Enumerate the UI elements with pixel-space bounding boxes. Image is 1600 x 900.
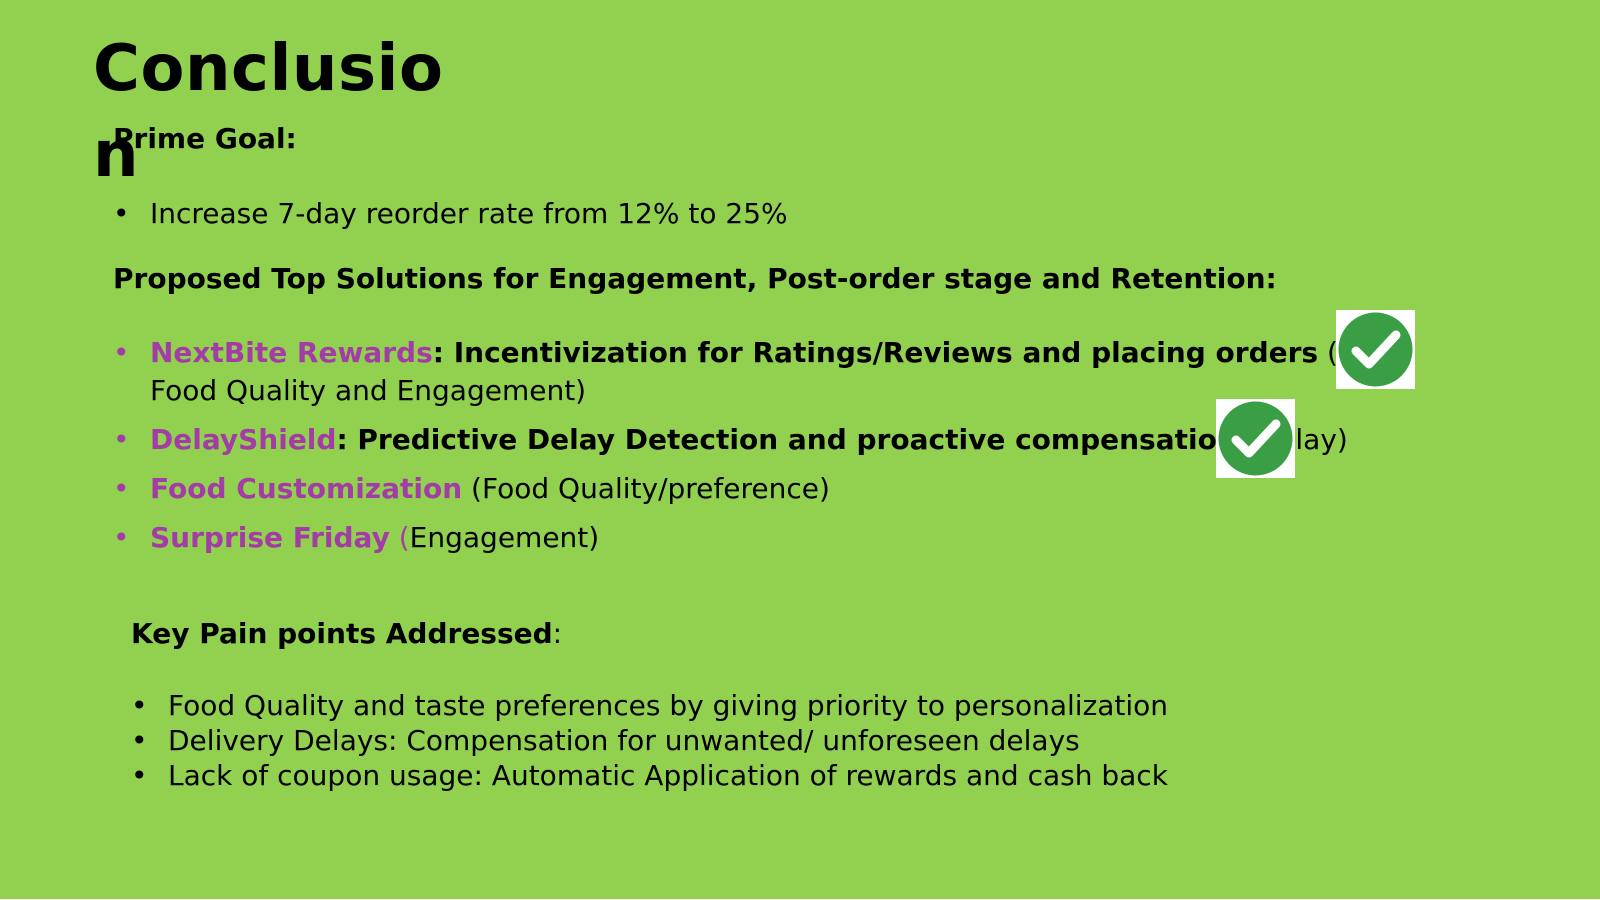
solution-description: : Predictive Delay Detection and proacti… bbox=[336, 423, 1237, 456]
solution-name: DelayShield bbox=[150, 423, 337, 456]
list-item: Lack of coupon usage: Automatic Applicat… bbox=[131, 758, 1331, 793]
solution-item-nextbite-rewards: NextBite Rewards: Incentivization for Ra… bbox=[113, 334, 1373, 410]
list-item: Increase 7-day reorder rate from 12% to … bbox=[113, 195, 788, 233]
solution-item-surprise-friday: Surprise Friday (Engagement) bbox=[113, 519, 1373, 557]
prime-goal-heading: Prime Goal: bbox=[113, 122, 297, 155]
solution-item-delayshield: DelayShield: Predictive Delay Detection … bbox=[113, 421, 1373, 459]
list-item: Delivery Delays: Compensation for unwant… bbox=[131, 723, 1331, 758]
list-item: Food Quality and taste preferences by gi… bbox=[131, 688, 1331, 723]
slide-title: Conclusion bbox=[93, 32, 444, 192]
solutions-heading: Proposed Top Solutions for Engagement, P… bbox=[113, 262, 1277, 295]
check-circle-icon bbox=[1216, 399, 1295, 478]
solution-name: Food Customization bbox=[150, 472, 463, 505]
pain-points-heading: Key Pain points Addressed: bbox=[131, 617, 562, 650]
solution-description: : Incentivization for Ratings/Reviews an… bbox=[432, 336, 1319, 369]
prime-goal-list: Increase 7-day reorder rate from 12% to … bbox=[113, 195, 788, 233]
solution-name: NextBite Rewards bbox=[150, 336, 433, 369]
check-circle-icon bbox=[1336, 310, 1415, 389]
solution-tag: (Food Quality/preference) bbox=[462, 472, 830, 505]
solution-tag: ( Food Quality and Engagement) bbox=[150, 336, 1338, 407]
pain-points-heading-colon: : bbox=[552, 617, 563, 650]
solution-paren: ( bbox=[389, 521, 410, 554]
solutions-list: NextBite Rewards: Incentivization for Ra… bbox=[113, 334, 1373, 568]
pain-points-list: Food Quality and taste preferences by gi… bbox=[131, 688, 1331, 793]
solution-item-food-customization: Food Customization (Food Quality/prefere… bbox=[113, 470, 1373, 508]
solution-tag: Engagement) bbox=[409, 521, 600, 554]
pain-points-heading-text: Key Pain points Addressed bbox=[131, 617, 553, 650]
solution-name: Surprise Friday bbox=[150, 521, 390, 554]
